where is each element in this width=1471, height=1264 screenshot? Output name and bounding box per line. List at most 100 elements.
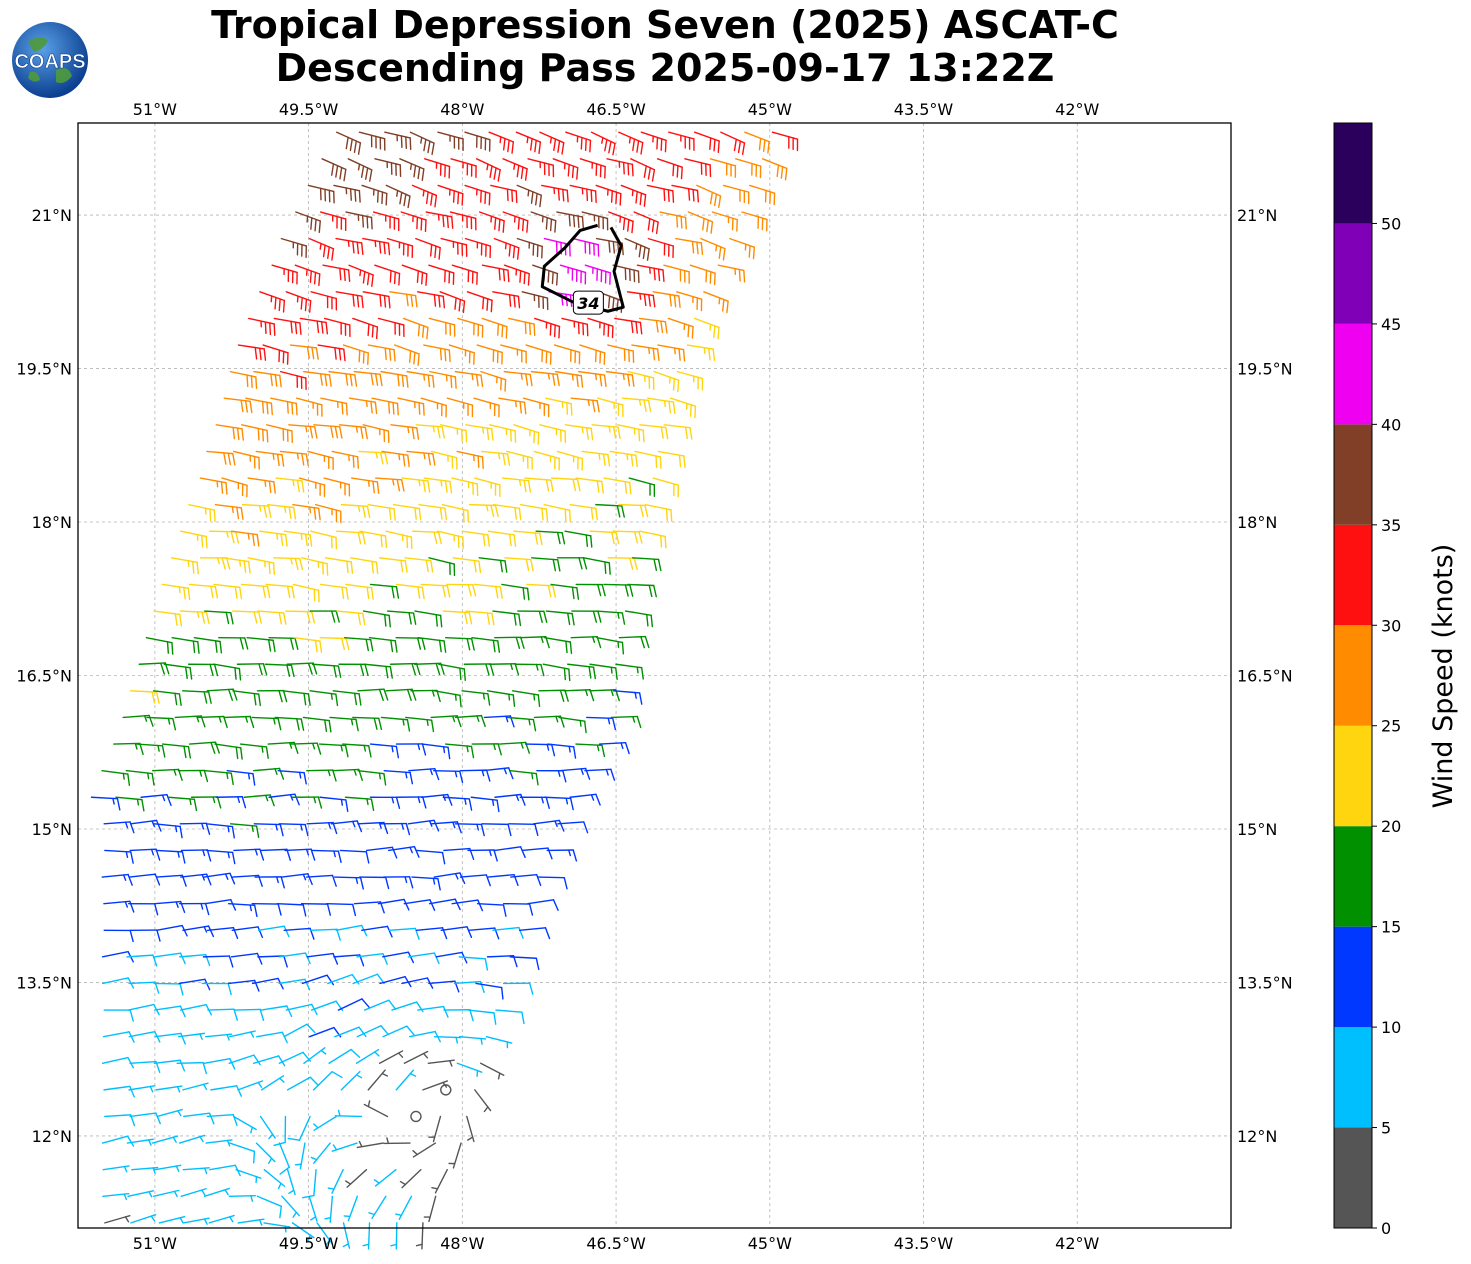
barb-feather: [366, 505, 371, 519]
barb-feather: [192, 640, 196, 654]
barb-half-feather: [161, 794, 166, 802]
title-line-1: Tropical Depression Seven (2025) ASCAT-C: [211, 3, 1119, 47]
wind-barb: [279, 450, 309, 467]
barb-feather: [371, 324, 374, 338]
barb-feather: [687, 324, 690, 338]
wind-barb: [410, 689, 441, 703]
barb-staff: [179, 953, 207, 958]
wind-barb: [246, 636, 276, 653]
barb-feather: [276, 453, 280, 467]
wind-barb: [342, 743, 372, 758]
wind-barb: [515, 131, 542, 155]
barb-feather: [639, 321, 643, 335]
wind-barb: [448, 1142, 462, 1169]
wind-barb: [178, 902, 210, 916]
barb-feather: [335, 610, 340, 623]
lon-tick-label-bottom: 43.5°W: [894, 1234, 954, 1253]
barb-staff: [334, 1026, 360, 1038]
wind-barb: [251, 716, 282, 731]
barb-feather: [160, 662, 165, 675]
barb-feather: [490, 428, 494, 441]
barb-feather: [179, 1059, 186, 1072]
barb-half-feather: [580, 768, 584, 775]
barb-feather: [595, 507, 598, 521]
wind-barb: [526, 583, 556, 598]
barb-feather: [461, 192, 464, 206]
barb-feather: [392, 401, 395, 415]
wind-barb: [324, 1195, 334, 1223]
wind-barb: [584, 768, 616, 781]
wind-barb: [257, 925, 290, 938]
barb-half-feather: [407, 426, 410, 434]
wind-barb: [663, 424, 693, 440]
wind-barb: [288, 424, 318, 439]
barb-feather: [412, 612, 417, 625]
wind-barb: [305, 874, 337, 887]
barb-half-feather: [483, 1106, 489, 1113]
barb-feather: [468, 798, 473, 811]
wind-barb: [488, 663, 520, 676]
wind-barb: [365, 846, 398, 859]
barb-feather: [644, 635, 650, 649]
wind-barb: [283, 927, 315, 940]
barb-feather: [418, 402, 421, 415]
barb-half-feather: [300, 823, 303, 831]
barb-staff: [476, 902, 505, 906]
barb-half-feather: [150, 1215, 156, 1222]
barb-staff: [285, 1003, 313, 1011]
wind-barb: [222, 557, 251, 574]
barb-feather: [485, 769, 491, 782]
barb-half-feather: [167, 717, 171, 725]
wind-barb: [514, 663, 545, 677]
barb-feather: [601, 583, 606, 597]
wind-barb: [395, 743, 427, 756]
barb-feather: [517, 295, 521, 309]
barb-feather: [362, 505, 366, 518]
wind-barb: [390, 424, 420, 440]
barb-half-feather: [531, 772, 534, 780]
barb-half-feather: [216, 557, 220, 565]
barb-half-feather: [409, 846, 413, 854]
barb-feather: [427, 452, 432, 466]
barb-feather: [325, 321, 329, 335]
barb-feather: [403, 193, 407, 207]
barb-feather: [684, 426, 689, 440]
barb-half-feather: [355, 425, 359, 433]
wind-barb: [614, 317, 643, 335]
barb-feather: [459, 667, 462, 681]
barb-feather: [393, 348, 396, 362]
wind-barb: [624, 610, 654, 628]
wind-barb: [252, 1055, 286, 1067]
barb-feather: [430, 193, 433, 206]
wind-barb: [671, 184, 700, 203]
barb-feather: [370, 798, 375, 812]
barb-feather: [621, 641, 625, 655]
barb-feather: [371, 560, 374, 574]
barb-feather: [306, 346, 310, 359]
wind-barb: [403, 1050, 429, 1064]
barb-feather: [388, 614, 391, 628]
wind-barb: [481, 264, 510, 283]
barb-half-feather: [250, 1031, 255, 1038]
barb-feather: [432, 453, 436, 466]
wind-barb: [579, 344, 606, 366]
barb-feather: [493, 1012, 497, 1025]
wind-barb: [561, 317, 589, 337]
wind-barb: [374, 264, 401, 286]
barb-feather: [336, 928, 341, 941]
wind-barb: [565, 131, 592, 153]
wind-barb: [480, 450, 511, 466]
barb-feather: [427, 480, 431, 493]
barb-feather: [155, 819, 162, 832]
barb-feather: [326, 903, 332, 916]
barb-feather: [515, 636, 521, 650]
barb-staff: [153, 1059, 181, 1064]
barb-feather: [507, 139, 510, 153]
wind-barb: [209, 530, 240, 544]
wind-barb: [544, 796, 574, 811]
wind-barb: [145, 636, 174, 655]
wind-barb: [440, 237, 468, 257]
barb-feather: [421, 168, 425, 181]
barb-feather: [187, 745, 192, 759]
barb-feather: [209, 663, 214, 677]
